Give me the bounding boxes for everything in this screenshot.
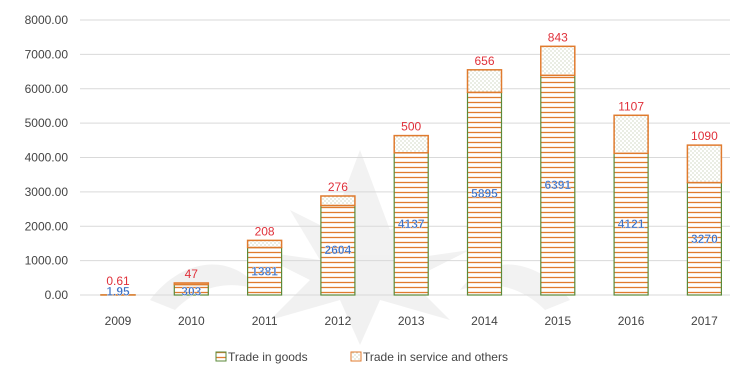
data-label-service: 500 [401,120,421,134]
data-label-service: 0.61 [106,274,130,288]
y-tick-label: 7000.00 [25,47,69,61]
x-tick-label: 2013 [398,314,425,328]
bar-trade-in-service [468,70,502,93]
data-label-service: 843 [548,30,568,44]
x-tick-label: 2010 [178,314,205,328]
bar-trade-in-service [248,240,282,247]
x-tick-label: 2017 [691,314,718,328]
data-label-goods: 303 [181,285,201,299]
x-tick-label: 2014 [471,314,498,328]
data-label-goods: 4121 [618,217,645,231]
data-label-service: 1090 [691,129,718,143]
y-tick-label: 3000.00 [25,185,69,199]
legend-item-service: Trade in service and others [351,350,508,364]
bar-trade-in-service [541,46,575,75]
y-tick-label: 4000.00 [25,151,69,165]
legend-swatch-goods [216,352,226,361]
x-tick-label: 2012 [325,314,352,328]
bar-trade-in-service [614,115,648,153]
bar-trade-in-service [687,145,721,182]
data-label-service: 276 [328,180,348,194]
legend-item-goods: Trade in goods [216,350,308,364]
data-label-service: 656 [474,54,494,68]
y-tick-label: 8000.00 [25,13,69,27]
y-tick-label: 5000.00 [25,116,69,130]
data-label-goods: 6391 [544,178,571,192]
x-tick-label: 2015 [544,314,571,328]
y-axis-ticks: 0.00 1000.00 2000.00 3000.00 4000.00 5000.00 6… [25,13,69,302]
bars [101,46,721,295]
y-tick-label: 6000.00 [25,82,69,96]
data-label-service: 47 [185,267,199,281]
x-tick-label: 2011 [252,314,278,328]
data-label-goods: 1381 [251,264,278,278]
bar-trade-in-service [321,196,355,205]
x-tick-label: 2016 [618,314,645,328]
y-tick-label: 1000.00 [25,254,69,268]
x-axis-ticks: 2009 2010 2011 2012 2013 2014 2015 2016 2017 [105,314,718,328]
bar-trade-in-service [394,136,428,153]
legend-label-goods: Trade in goods [228,350,308,364]
data-label-goods: 5895 [471,187,498,201]
watermark-graphic [150,150,570,345]
y-tick-label: 2000.00 [25,219,69,233]
legend-swatch-service [351,352,361,361]
data-label-goods: 2604 [325,243,352,257]
legend: Trade in goods Trade in service and othe… [216,350,508,364]
x-tick-label: 2009 [105,314,132,328]
data-label-goods: 3270 [691,232,718,246]
data-label-goods: 4137 [398,217,425,231]
data-label-service: 208 [255,224,275,238]
y-tick-label: 0.00 [45,288,69,302]
legend-label-service: Trade in service and others [363,350,508,364]
data-label-service: 1107 [618,99,644,113]
